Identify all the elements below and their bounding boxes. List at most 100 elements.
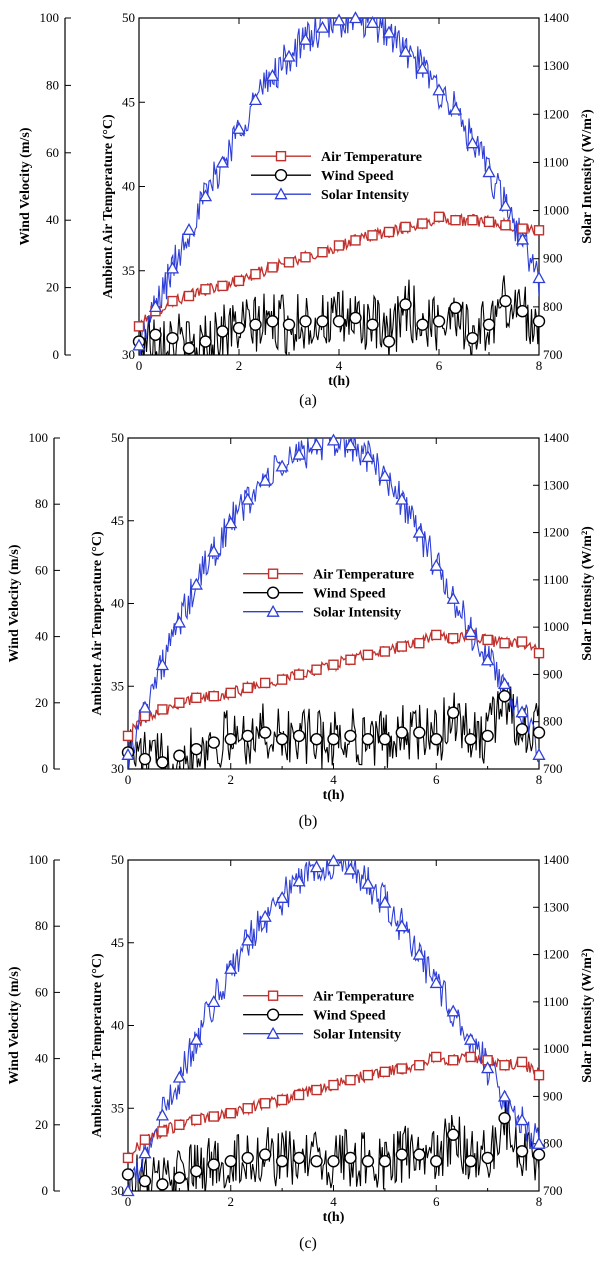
temp-tick-label: 30 <box>111 761 124 776</box>
data-point <box>225 687 236 699</box>
data-point <box>282 49 296 62</box>
temp-tick-label: 45 <box>111 513 124 528</box>
data-point <box>199 335 212 348</box>
data-point <box>155 658 170 671</box>
data-point <box>361 733 375 746</box>
data-point <box>258 1148 272 1161</box>
data-point <box>515 1113 529 1126</box>
data-point <box>333 240 345 251</box>
data-point <box>311 664 322 675</box>
data-point <box>345 1074 356 1086</box>
data-point <box>412 525 426 538</box>
data-point <box>173 749 186 762</box>
x-tick-label: 4 <box>330 1194 337 1209</box>
data-point <box>138 1174 152 1188</box>
wind-tick-label: 60 <box>35 562 48 577</box>
data-point <box>258 909 272 922</box>
data-point <box>413 1148 426 1161</box>
legend-entry: Wind Speed <box>313 1009 386 1024</box>
data-point <box>430 1155 443 1168</box>
data-point <box>292 447 306 460</box>
data-point <box>191 1114 202 1126</box>
data-point <box>208 1111 219 1122</box>
data-point <box>499 1060 510 1071</box>
data-point <box>446 591 460 604</box>
legend-entry: Solar Intensity <box>313 1028 401 1043</box>
data-point <box>515 705 529 718</box>
data-point <box>446 1004 460 1017</box>
data-point <box>232 121 246 134</box>
data-point <box>267 262 278 273</box>
data-point <box>200 284 211 295</box>
x-tick-label: 0 <box>136 358 143 373</box>
data-point <box>532 747 546 760</box>
data-point <box>417 218 428 229</box>
data-point <box>167 295 178 307</box>
data-point <box>349 311 362 325</box>
legend-marker <box>275 150 287 162</box>
solar-tick-label: 800 <box>543 714 563 729</box>
solar-tick-label: 1100 <box>543 572 569 587</box>
data-point <box>276 1094 288 1106</box>
solar-tick-label: 1400 <box>543 10 569 25</box>
data-point <box>465 136 480 149</box>
solar-tick-label: 900 <box>543 251 563 266</box>
data-point <box>532 1148 546 1161</box>
data-point <box>395 726 409 739</box>
solar-tick-label: 700 <box>543 1183 563 1198</box>
legend-marker <box>267 568 279 579</box>
data-point <box>398 44 413 57</box>
data-point <box>328 659 339 670</box>
data-point <box>155 1108 170 1121</box>
data-point <box>433 211 445 223</box>
data-point <box>515 723 529 736</box>
chart-panel-2: 0 2 4 6 8 30 35 40 45 50 0 20 40 60 80 100 700 800 900 1000… <box>7 430 595 803</box>
temp-axis-label: Ambient Air Temperature (°C) <box>90 953 105 1138</box>
data-point <box>464 1032 478 1045</box>
data-point <box>448 102 463 115</box>
legend: Air Temperature Wind Speed Solar Intensity <box>251 150 422 203</box>
data-point <box>361 1155 375 1168</box>
data-point <box>174 1119 185 1131</box>
data-point <box>259 1098 271 1109</box>
data-point <box>327 1155 340 1168</box>
panel-caption: (a) <box>299 392 317 409</box>
data-point <box>481 653 495 666</box>
data-point <box>207 736 220 749</box>
data-point <box>466 331 479 345</box>
temp-tick-label: 40 <box>111 1018 124 1033</box>
series-markers-air-temperature <box>122 629 545 742</box>
temp-axis-label: Ambient Air Temperature (°C) <box>101 114 116 299</box>
data-point <box>309 438 324 451</box>
data-point <box>414 638 425 649</box>
data-point <box>232 321 246 335</box>
data-point <box>207 544 221 557</box>
data-point <box>133 321 145 332</box>
solar-axis-label: Solar Intensity (W/m²) <box>580 109 595 244</box>
data-point <box>345 654 356 665</box>
data-point <box>182 222 196 235</box>
data-point <box>249 318 262 331</box>
solar-tick-label: 900 <box>543 1088 563 1103</box>
legend-marker <box>267 990 279 1001</box>
temp-tick-label: 30 <box>122 347 135 362</box>
legend-entry: Solar Intensity <box>313 606 401 621</box>
data-point <box>449 301 462 315</box>
data-point <box>464 733 477 746</box>
data-point <box>344 1151 357 1165</box>
data-point <box>532 271 546 284</box>
data-point <box>310 1155 323 1168</box>
data-point <box>276 674 288 685</box>
data-point <box>378 468 392 481</box>
data-point <box>367 230 378 241</box>
data-point <box>309 860 324 873</box>
x-tick-label: 0 <box>125 772 132 787</box>
data-point <box>138 1146 152 1159</box>
data-point <box>361 450 375 463</box>
data-point <box>429 976 443 989</box>
temp-tick-label: 50 <box>122 10 135 25</box>
data-point <box>275 459 289 472</box>
x-tick-label: 2 <box>236 358 243 373</box>
data-point <box>207 995 221 1008</box>
legend-entry: Solar Intensity <box>321 188 409 203</box>
